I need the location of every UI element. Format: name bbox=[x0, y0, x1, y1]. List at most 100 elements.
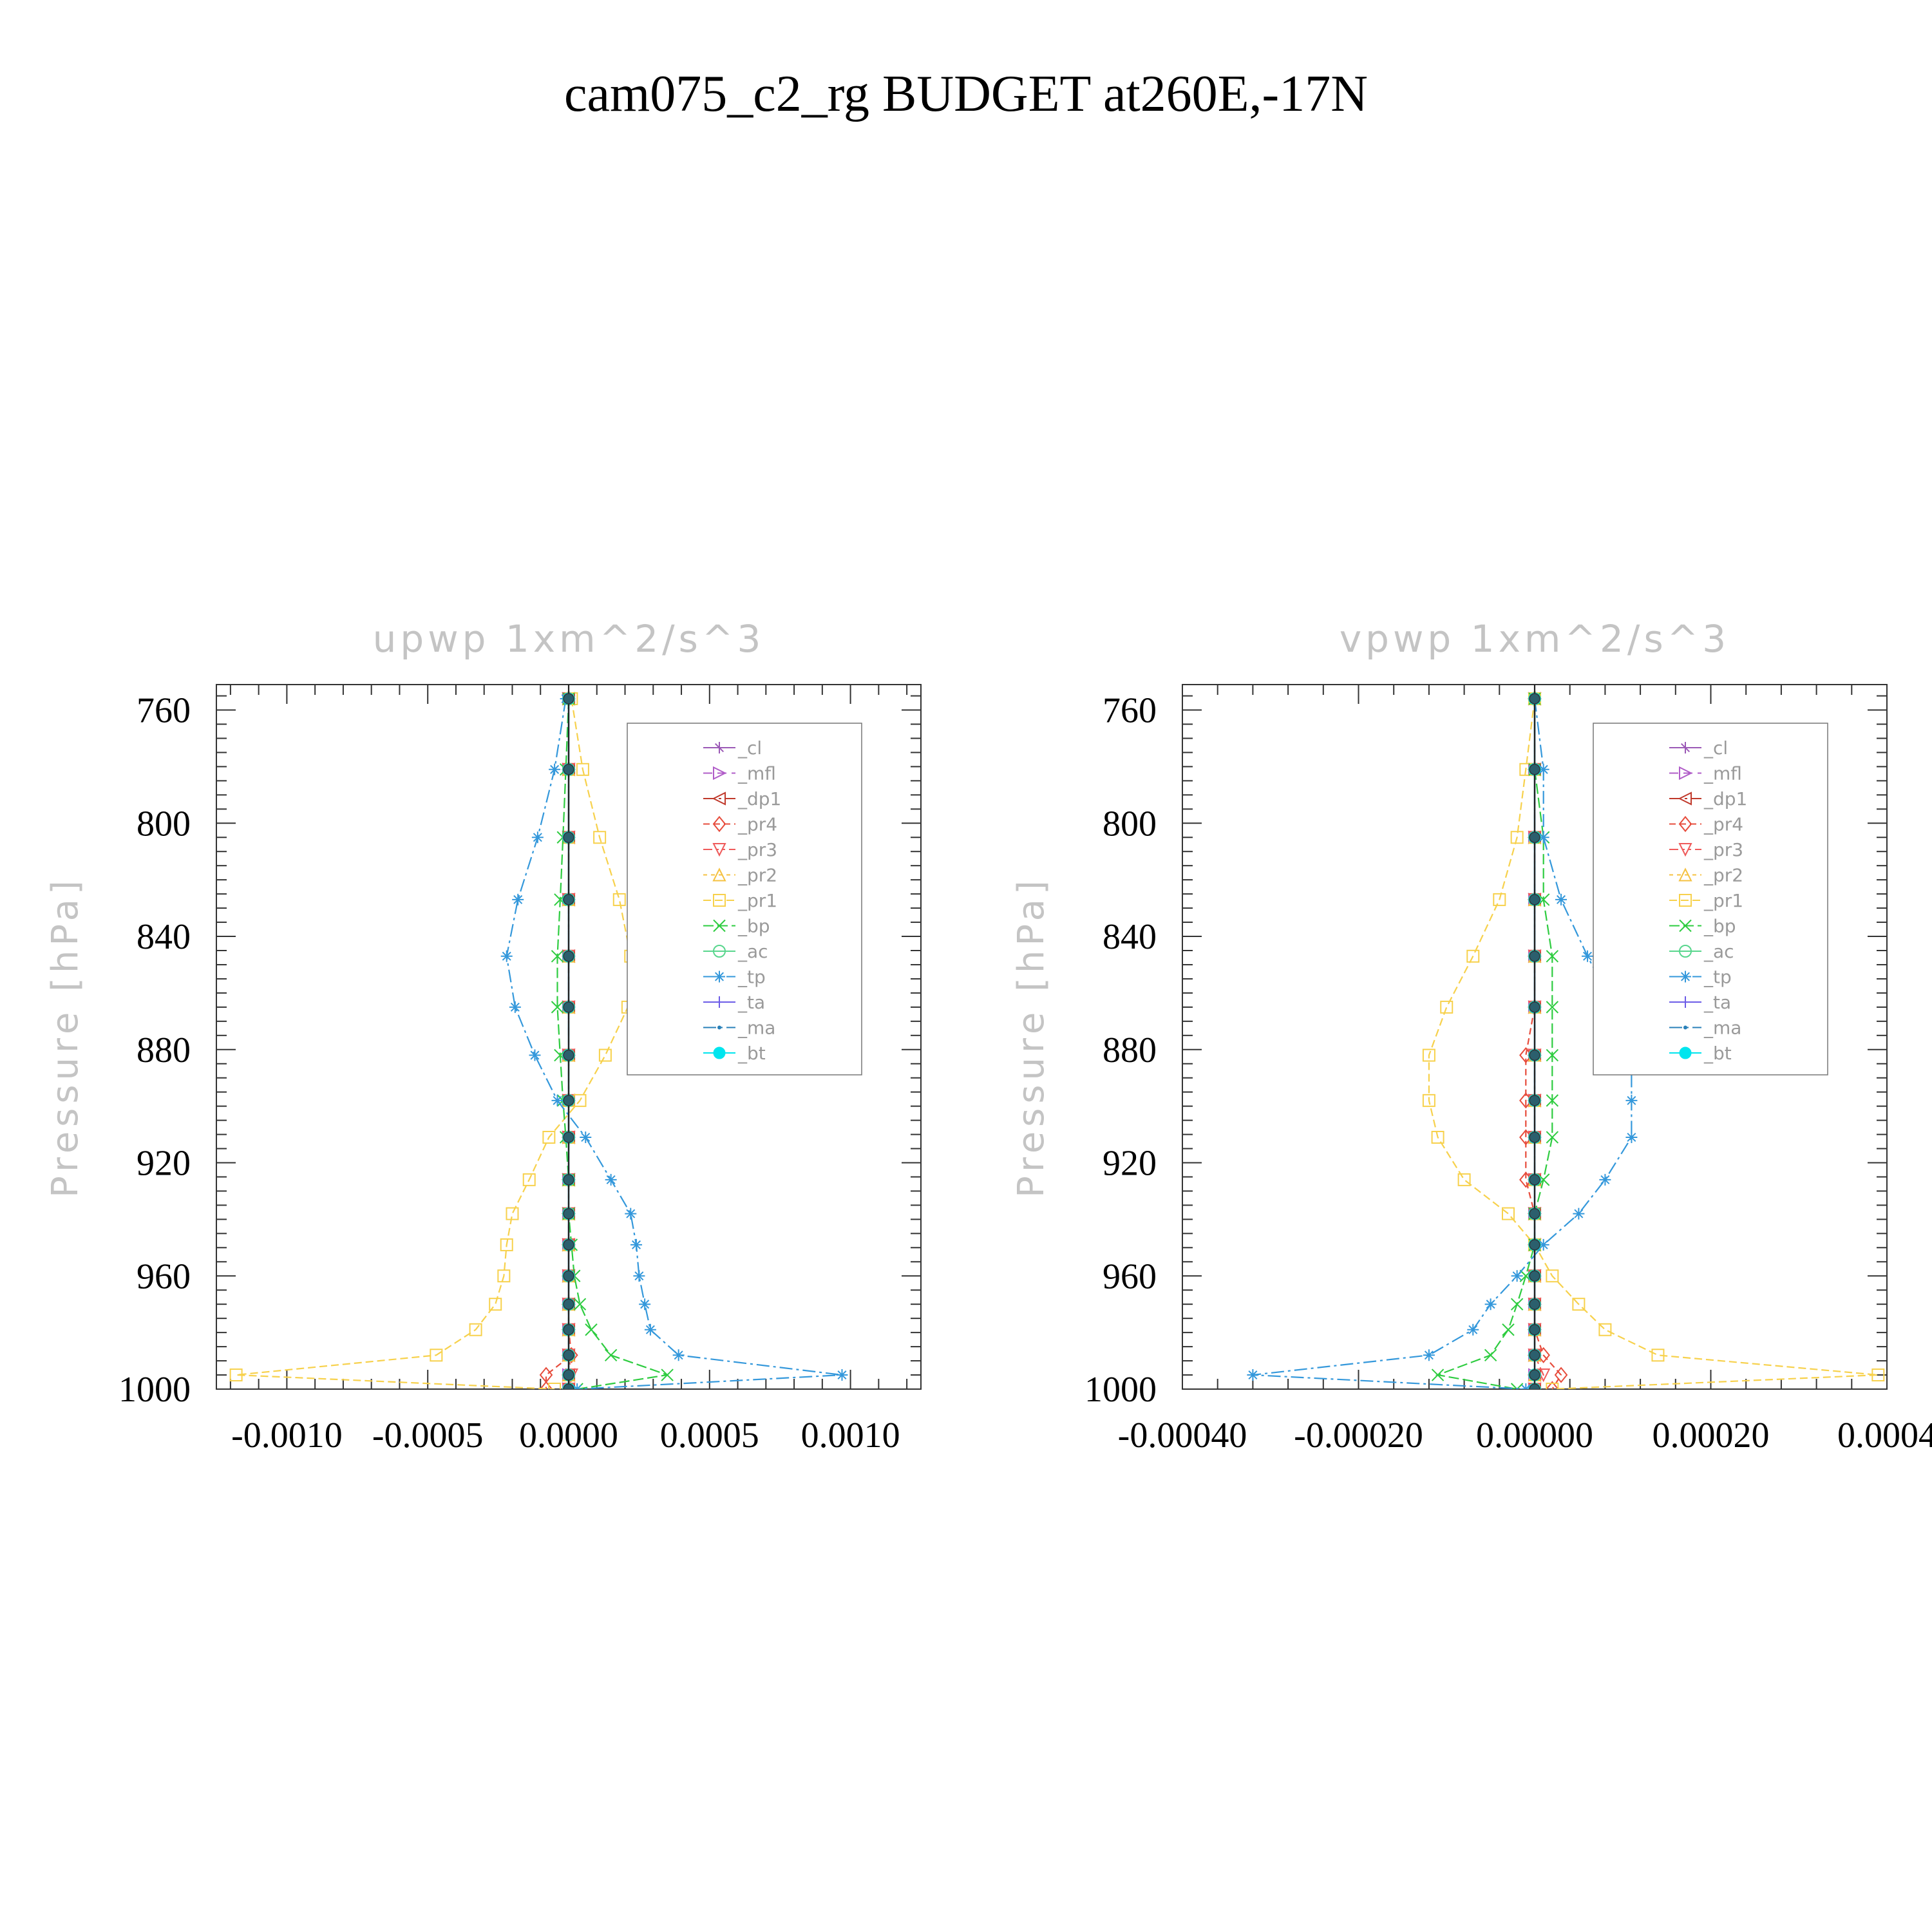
data-point_pr1 bbox=[1546, 1269, 1559, 1283]
y-tick-label: 760 bbox=[137, 691, 191, 731]
legend-label_bt: _bt bbox=[737, 1043, 766, 1064]
data-point_pr1 bbox=[542, 1130, 556, 1144]
legend-marker_bt bbox=[713, 1046, 726, 1059]
data-point_bp bbox=[604, 1349, 618, 1361]
panel-upwp: upwp 1xm^2/s^3 Pressure [hPa] 760 800 840 880… bbox=[44, 617, 922, 1455]
data-point_bp bbox=[1546, 950, 1559, 963]
zero-marker bbox=[563, 1095, 574, 1106]
zero-marker bbox=[563, 894, 574, 905]
data-point_pr1 bbox=[1466, 949, 1480, 963]
data-point_pr1 bbox=[1493, 893, 1506, 906]
y-tick-label: 960 bbox=[137, 1256, 191, 1296]
data-point_tp bbox=[509, 1001, 521, 1013]
data-point_pr1 bbox=[506, 1207, 519, 1220]
legend-marker_ac bbox=[713, 945, 726, 958]
y-axis-label: Pressure [hPa] bbox=[1010, 876, 1052, 1198]
y-tick-label: 840 bbox=[137, 917, 191, 957]
legend-label_ta: _ta bbox=[1703, 992, 1731, 1013]
data-point_bp bbox=[1510, 1383, 1524, 1389]
data-point_tp bbox=[1537, 1238, 1549, 1251]
zero-marker bbox=[563, 1270, 574, 1282]
y-tick-label: 800 bbox=[1103, 804, 1157, 844]
data-point_bp bbox=[551, 1001, 564, 1014]
data-point_tp bbox=[639, 1298, 651, 1311]
legend-label_tp: _tp bbox=[737, 967, 766, 988]
series-line_pr1 bbox=[236, 698, 632, 1389]
legend-marker_pr2 bbox=[1678, 867, 1692, 882]
data-point_tp bbox=[1582, 950, 1594, 962]
legend-marker_ma bbox=[717, 1025, 721, 1030]
y-tick-label: 760 bbox=[1103, 691, 1157, 731]
data-point_pr1 bbox=[430, 1349, 443, 1362]
data-point_pr1 bbox=[229, 1368, 243, 1382]
zero-marker bbox=[563, 1298, 574, 1310]
zero-marker bbox=[563, 1132, 574, 1143]
zero-marker bbox=[563, 764, 574, 775]
data-point_tp bbox=[1555, 893, 1567, 905]
data-point_pr4 bbox=[539, 1381, 553, 1389]
data-point_pr1 bbox=[593, 831, 607, 844]
data-point_tp bbox=[1467, 1323, 1479, 1336]
data-point_pr1 bbox=[1422, 1048, 1435, 1062]
data-point_tp bbox=[630, 1238, 643, 1251]
data-point_tp bbox=[1247, 1369, 1259, 1381]
legend-label_dp1: _dp1 bbox=[737, 788, 781, 810]
data-point_tp bbox=[1599, 1173, 1611, 1186]
data-point_bp bbox=[1546, 1048, 1559, 1062]
x-tick-label: 0.00020 bbox=[1653, 1416, 1770, 1455]
zero-marker bbox=[563, 831, 574, 844]
panel-title: vpwp 1xm^2/s^3 bbox=[1340, 617, 1730, 661]
zero-marker bbox=[563, 1383, 574, 1389]
zero-marker bbox=[1529, 1132, 1540, 1143]
zero-marker bbox=[1529, 951, 1540, 962]
x-tick-label: -0.0010 bbox=[231, 1416, 343, 1455]
data-point_pr1 bbox=[1871, 1368, 1885, 1382]
data-point_tp bbox=[1537, 763, 1549, 775]
series-line_tp bbox=[1253, 698, 1633, 1389]
data-point_pr1 bbox=[1422, 1094, 1435, 1107]
legend-marker_pr1 bbox=[713, 894, 726, 907]
legend-marker_pr1 bbox=[1679, 894, 1692, 907]
data-point_pr1 bbox=[1510, 831, 1524, 844]
legend-marker_mfl bbox=[1679, 766, 1693, 781]
data-point_pr1 bbox=[1440, 1000, 1454, 1014]
zero-marker bbox=[1529, 1349, 1540, 1361]
y-tick-label: 800 bbox=[137, 804, 191, 844]
zero-marker bbox=[1529, 1174, 1540, 1186]
data-point_pr1 bbox=[576, 762, 589, 776]
zero-marker bbox=[1529, 1208, 1540, 1220]
zero-marker bbox=[563, 1001, 574, 1013]
zero-marker bbox=[1529, 1369, 1540, 1381]
data-point_pr1 bbox=[1572, 1298, 1586, 1311]
x-tick-label: 0.00000 bbox=[1476, 1416, 1593, 1455]
zero-marker bbox=[1529, 1095, 1540, 1106]
data-point_pr1 bbox=[1457, 1173, 1471, 1186]
zero-marker bbox=[1529, 894, 1540, 905]
data-point_pr1 bbox=[1651, 1349, 1665, 1362]
x-tick-label: -0.00020 bbox=[1294, 1416, 1423, 1455]
y-tick-label: 1000 bbox=[1084, 1370, 1157, 1410]
legend-marker_ma bbox=[1683, 1025, 1687, 1030]
zero-marker bbox=[563, 1174, 574, 1186]
zero-marker bbox=[1529, 1383, 1540, 1389]
zero-marker bbox=[1529, 1270, 1540, 1282]
panel-vpwp: vpwp 1xm^2/s^3 Pressure [hPa] 760 800 840 880… bbox=[1010, 617, 1932, 1455]
data-point_pr1 bbox=[522, 1173, 536, 1186]
data-point_pr1 bbox=[489, 1298, 502, 1311]
legend-label_pr2: _pr2 bbox=[737, 865, 777, 886]
zero-marker bbox=[563, 693, 574, 705]
data-point_pr1 bbox=[1546, 1383, 1559, 1389]
data-point_tp bbox=[1511, 1270, 1523, 1282]
legend-label_ac: _ac bbox=[1703, 941, 1734, 962]
data-point_tp bbox=[625, 1208, 637, 1220]
legend-label_pr3: _pr3 bbox=[737, 839, 777, 860]
x-tick-label: 0.0005 bbox=[660, 1416, 759, 1455]
legend-label_mfl: _mfl bbox=[737, 763, 776, 784]
data-point_bp bbox=[661, 1368, 674, 1381]
data-point_tp bbox=[512, 893, 524, 905]
data-point_pr4 bbox=[1554, 1367, 1568, 1383]
legend-label_tp: _tp bbox=[1703, 967, 1732, 988]
data-point_pr1 bbox=[1501, 1207, 1515, 1220]
data-point_pr1 bbox=[500, 1238, 513, 1251]
data-point_tp bbox=[672, 1349, 685, 1361]
